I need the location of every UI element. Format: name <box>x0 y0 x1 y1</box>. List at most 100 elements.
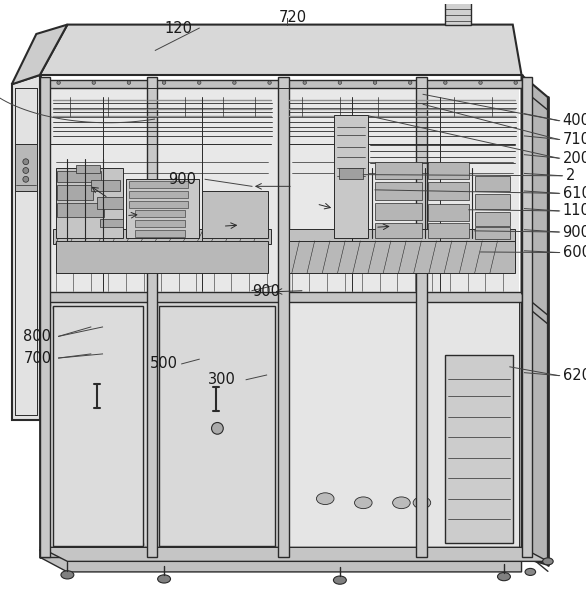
Polygon shape <box>375 182 422 200</box>
Text: 500: 500 <box>149 356 178 371</box>
Circle shape <box>408 81 412 84</box>
Polygon shape <box>56 241 268 273</box>
Polygon shape <box>278 76 289 557</box>
Polygon shape <box>40 547 548 562</box>
Polygon shape <box>12 24 67 84</box>
Polygon shape <box>40 550 522 557</box>
Circle shape <box>92 81 96 84</box>
Text: 900: 900 <box>563 225 586 240</box>
Polygon shape <box>53 307 143 546</box>
Polygon shape <box>129 181 188 188</box>
Polygon shape <box>146 76 157 557</box>
Polygon shape <box>76 165 100 173</box>
Polygon shape <box>428 162 469 179</box>
Polygon shape <box>522 76 532 557</box>
Polygon shape <box>40 292 522 302</box>
Polygon shape <box>416 76 427 557</box>
Circle shape <box>23 176 29 182</box>
Circle shape <box>162 81 166 84</box>
Polygon shape <box>135 221 185 227</box>
Polygon shape <box>375 223 422 238</box>
Ellipse shape <box>393 497 410 509</box>
Polygon shape <box>12 75 40 420</box>
Text: 620: 620 <box>563 368 586 383</box>
Ellipse shape <box>543 558 553 565</box>
Polygon shape <box>334 115 368 238</box>
Circle shape <box>303 81 306 84</box>
Polygon shape <box>100 219 123 227</box>
Polygon shape <box>445 355 513 543</box>
Ellipse shape <box>413 497 431 509</box>
Text: 2: 2 <box>565 168 575 183</box>
Polygon shape <box>289 241 515 273</box>
Polygon shape <box>40 76 50 557</box>
Ellipse shape <box>333 576 346 584</box>
Ellipse shape <box>355 497 372 509</box>
Polygon shape <box>375 162 422 179</box>
Polygon shape <box>202 191 268 238</box>
Circle shape <box>373 81 377 84</box>
Polygon shape <box>157 302 278 550</box>
Polygon shape <box>91 180 120 191</box>
Polygon shape <box>159 307 275 546</box>
Polygon shape <box>135 211 185 218</box>
Polygon shape <box>40 24 522 75</box>
Circle shape <box>127 81 131 84</box>
Text: 120: 120 <box>165 21 193 36</box>
Text: 800: 800 <box>23 329 52 344</box>
Circle shape <box>233 81 236 84</box>
Text: 720: 720 <box>279 10 307 25</box>
Circle shape <box>23 168 29 173</box>
Polygon shape <box>375 203 422 221</box>
Polygon shape <box>428 223 469 238</box>
Circle shape <box>212 422 223 434</box>
Polygon shape <box>57 185 93 200</box>
Polygon shape <box>129 191 188 198</box>
Polygon shape <box>50 302 146 550</box>
Polygon shape <box>475 227 510 239</box>
Polygon shape <box>522 75 548 565</box>
Text: 110: 110 <box>563 203 586 218</box>
Polygon shape <box>50 88 519 292</box>
Ellipse shape <box>498 572 510 581</box>
Text: 200: 200 <box>563 151 586 165</box>
Polygon shape <box>289 229 515 244</box>
Ellipse shape <box>61 570 74 579</box>
Polygon shape <box>15 144 37 191</box>
Polygon shape <box>57 203 104 218</box>
Polygon shape <box>97 197 123 209</box>
Text: 900: 900 <box>168 172 196 187</box>
Polygon shape <box>57 171 101 182</box>
Polygon shape <box>445 0 471 24</box>
Polygon shape <box>475 194 510 209</box>
Ellipse shape <box>316 493 334 505</box>
Polygon shape <box>135 229 185 237</box>
Polygon shape <box>428 204 469 222</box>
Text: 400: 400 <box>563 113 586 128</box>
Ellipse shape <box>525 569 536 575</box>
Text: 710: 710 <box>563 132 586 147</box>
Polygon shape <box>56 168 123 238</box>
Text: 700: 700 <box>23 350 52 365</box>
Polygon shape <box>126 179 199 238</box>
Circle shape <box>479 81 482 84</box>
Polygon shape <box>475 212 510 226</box>
Text: 610: 610 <box>563 186 586 201</box>
Circle shape <box>57 81 60 84</box>
Polygon shape <box>289 302 519 550</box>
Text: 600: 600 <box>563 245 586 260</box>
Polygon shape <box>129 201 188 208</box>
Circle shape <box>514 81 517 84</box>
Polygon shape <box>475 176 510 191</box>
Ellipse shape <box>158 575 171 583</box>
Polygon shape <box>428 182 469 200</box>
Polygon shape <box>40 79 522 88</box>
Text: 300: 300 <box>208 372 236 387</box>
Ellipse shape <box>445 0 471 3</box>
Circle shape <box>197 81 201 84</box>
Circle shape <box>444 81 447 84</box>
Circle shape <box>268 81 271 84</box>
Text: 900: 900 <box>252 284 280 299</box>
Circle shape <box>338 81 342 84</box>
Polygon shape <box>40 557 522 572</box>
